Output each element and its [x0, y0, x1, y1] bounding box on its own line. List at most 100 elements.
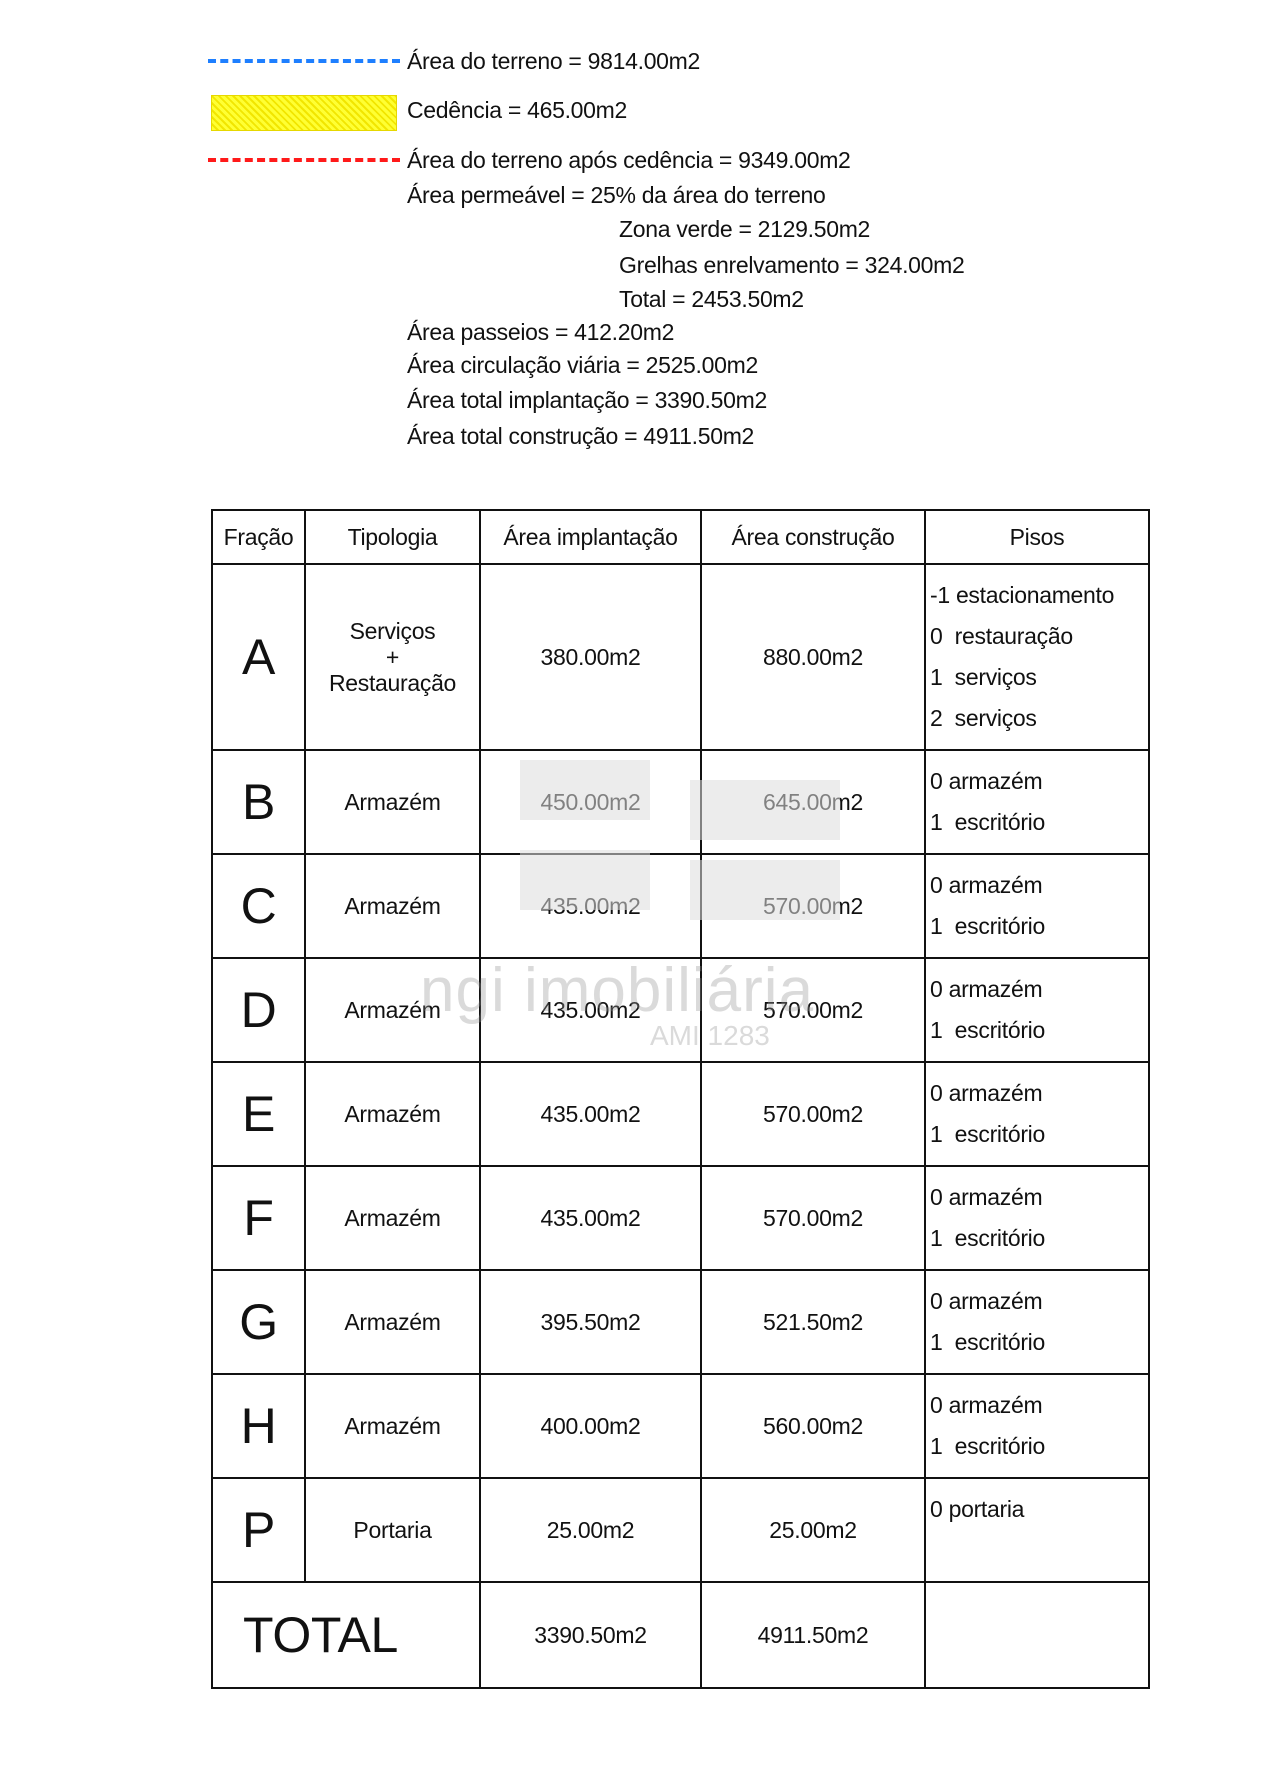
piso-item: 0 armazém — [930, 1080, 1043, 1106]
piso-item: 0 armazém — [930, 976, 1043, 1002]
tipologia-text: Armazém — [344, 1309, 441, 1335]
legend-grelhas: Grelhas enrelvamento = 324.00m2 — [619, 252, 965, 278]
legend-apos-cedencia: Área do terreno após cedência = 9349.00m… — [407, 147, 851, 173]
pisos-cell: 0 armazém 1 escritório — [924, 1373, 1150, 1479]
piso-item: 0 armazém — [930, 1184, 1043, 1210]
tipologia-text: Armazém — [344, 789, 441, 815]
apos-cedencia-line — [208, 158, 400, 162]
construcao-cell: 570.00m2 — [700, 1061, 926, 1167]
legend-zona-verde: Zona verde = 2129.50m2 — [619, 216, 871, 242]
tipologia-cell: Armazém — [304, 853, 481, 959]
tipologia-cell: Serviços + Restauração — [304, 563, 481, 751]
table-row: E Armazém 435.00m2 570.00m2 0 armazém 1 e… — [211, 1061, 1150, 1167]
piso-item: 1 escritório — [930, 1329, 1045, 1355]
construcao-cell: 645.00m2 — [700, 749, 926, 855]
fracao-cell: P — [211, 1477, 306, 1583]
implantacao-cell: 435.00m2 — [479, 1165, 702, 1271]
construcao-cell: 570.00m2 — [700, 957, 926, 1063]
legend-construcao: Área total construção = 4911.50m2 — [407, 423, 755, 449]
cedencia-swatch — [211, 95, 397, 131]
legend-cedencia: Cedência = 465.00m2 — [407, 97, 627, 123]
fracao-cell: A — [211, 563, 306, 751]
fracao-cell: C — [211, 853, 306, 959]
piso-item: 1 escritório — [930, 913, 1045, 939]
fracao-cell: B — [211, 749, 306, 855]
implantacao-cell: 435.00m2 — [479, 853, 702, 959]
piso-item: 0 armazém — [930, 1288, 1043, 1314]
tipologia-plus: + — [385, 644, 400, 670]
piso-item: 0 armazém — [930, 872, 1043, 898]
pisos-cell: 0 armazém 1 escritório — [924, 749, 1150, 855]
fracoes-table: Fração Tipologia Área implantação Área c… — [211, 509, 1150, 1689]
table-row: G Armazém 395.50m2 521.50m2 0 armazém 1 e… — [211, 1269, 1150, 1375]
implantacao-cell: 450.00m2 — [479, 749, 702, 855]
pisos-cell: 0 armazém 1 escritório — [924, 1061, 1150, 1167]
header-construcao: Área construção — [700, 509, 926, 565]
implantacao-cell: 395.50m2 — [479, 1269, 702, 1375]
total-construcao: 4911.50m2 — [700, 1581, 926, 1689]
piso-item: 1 escritório — [930, 809, 1045, 835]
pisos-cell: 0 armazém 1 escritório — [924, 853, 1150, 959]
fracao-cell: D — [211, 957, 306, 1063]
implantacao-cell: 400.00m2 — [479, 1373, 702, 1479]
fracao-cell: F — [211, 1165, 306, 1271]
pisos-cell: 0 portaria — [924, 1477, 1150, 1583]
tipologia-text-2: Restauração — [328, 670, 457, 696]
tipologia-text: Portaria — [353, 1517, 432, 1543]
fracao-cell: E — [211, 1061, 306, 1167]
construcao-cell: 25.00m2 — [700, 1477, 926, 1583]
terreno-line — [208, 59, 400, 63]
construcao-cell: 560.00m2 — [700, 1373, 926, 1479]
total-pisos-empty — [924, 1581, 1150, 1689]
piso-item: 2 serviços — [930, 705, 1037, 731]
construcao-cell: 570.00m2 — [700, 1165, 926, 1271]
piso-item: 1 escritório — [930, 1433, 1045, 1459]
implantacao-cell: 380.00m2 — [479, 563, 702, 751]
implantacao-cell: 435.00m2 — [479, 957, 702, 1063]
table-row: P Portaria 25.00m2 25.00m2 0 portaria — [211, 1477, 1150, 1583]
fracao-cell: H — [211, 1373, 306, 1479]
total-implantacao: 3390.50m2 — [479, 1581, 702, 1689]
tipologia-cell: Armazém — [304, 1165, 481, 1271]
tipologia-text: Armazém — [344, 1101, 441, 1127]
tipologia-cell: Armazém — [304, 957, 481, 1063]
tipologia-text: Armazém — [344, 997, 441, 1023]
table-row: A Serviços + Restauração 380.00m2 880.00m2… — [211, 563, 1150, 751]
construcao-cell: 521.50m2 — [700, 1269, 926, 1375]
table-row: D Armazém 435.00m2 570.00m2 0 armazém 1 e… — [211, 957, 1150, 1063]
header-implantacao: Área implantação — [479, 509, 702, 565]
tipologia-text: Serviços — [349, 618, 436, 644]
table-row: C Armazém 435.00m2 570.00m2 0 armazém 1 e… — [211, 853, 1150, 959]
legend-circulacao: Área circulação viária = 2525.00m2 — [407, 352, 758, 378]
piso-item: -1 estacionamento — [930, 582, 1115, 608]
legend-terreno: Área do terreno = 9814.00m2 — [407, 48, 701, 74]
tipologia-cell: Armazém — [304, 1373, 481, 1479]
piso-item: 1 escritório — [930, 1225, 1045, 1251]
table-header-row: Fração Tipologia Área implantação Área c… — [211, 509, 1150, 565]
piso-item: 1 escritório — [930, 1121, 1045, 1147]
tipologia-cell: Armazém — [304, 1269, 481, 1375]
piso-item: 0 restauração — [930, 623, 1073, 649]
tipologia-cell: Portaria — [304, 1477, 481, 1583]
header-pisos: Pisos — [924, 509, 1150, 565]
pisos-cell: 0 armazém 1 escritório — [924, 957, 1150, 1063]
total-row: TOTAL 3390.50m2 4911.50m2 — [211, 1581, 1150, 1689]
pisos-cell: 0 armazém 1 escritório — [924, 1269, 1150, 1375]
header-fracao: Fração — [211, 509, 306, 565]
construcao-cell: 880.00m2 — [700, 563, 926, 751]
legend-permeavel: Área permeável = 25% da área do terreno — [407, 182, 826, 208]
tipologia-text: Armazém — [344, 893, 441, 919]
implantacao-cell: 435.00m2 — [479, 1061, 702, 1167]
table-row: B Armazém 450.00m2 645.00m2 0 armazém 1 e… — [211, 749, 1150, 855]
tipologia-cell: Armazém — [304, 749, 481, 855]
legend-total-permeavel: Total = 2453.50m2 — [619, 286, 804, 312]
fracao-cell: G — [211, 1269, 306, 1375]
pisos-cell: 0 armazém 1 escritório — [924, 1165, 1150, 1271]
tipologia-text: Armazém — [344, 1205, 441, 1231]
table-row: H Armazém 400.00m2 560.00m2 0 armazém 1 e… — [211, 1373, 1150, 1479]
tipologia-cell: Armazém — [304, 1061, 481, 1167]
pisos-cell: -1 estacionamento 0 restauração 1 serviços… — [924, 563, 1150, 751]
legend-passeios: Área passeios = 412.20m2 — [407, 319, 675, 345]
piso-item: 0 armazém — [930, 768, 1043, 794]
table-row: F Armazém 435.00m2 570.00m2 0 armazém 1 e… — [211, 1165, 1150, 1271]
